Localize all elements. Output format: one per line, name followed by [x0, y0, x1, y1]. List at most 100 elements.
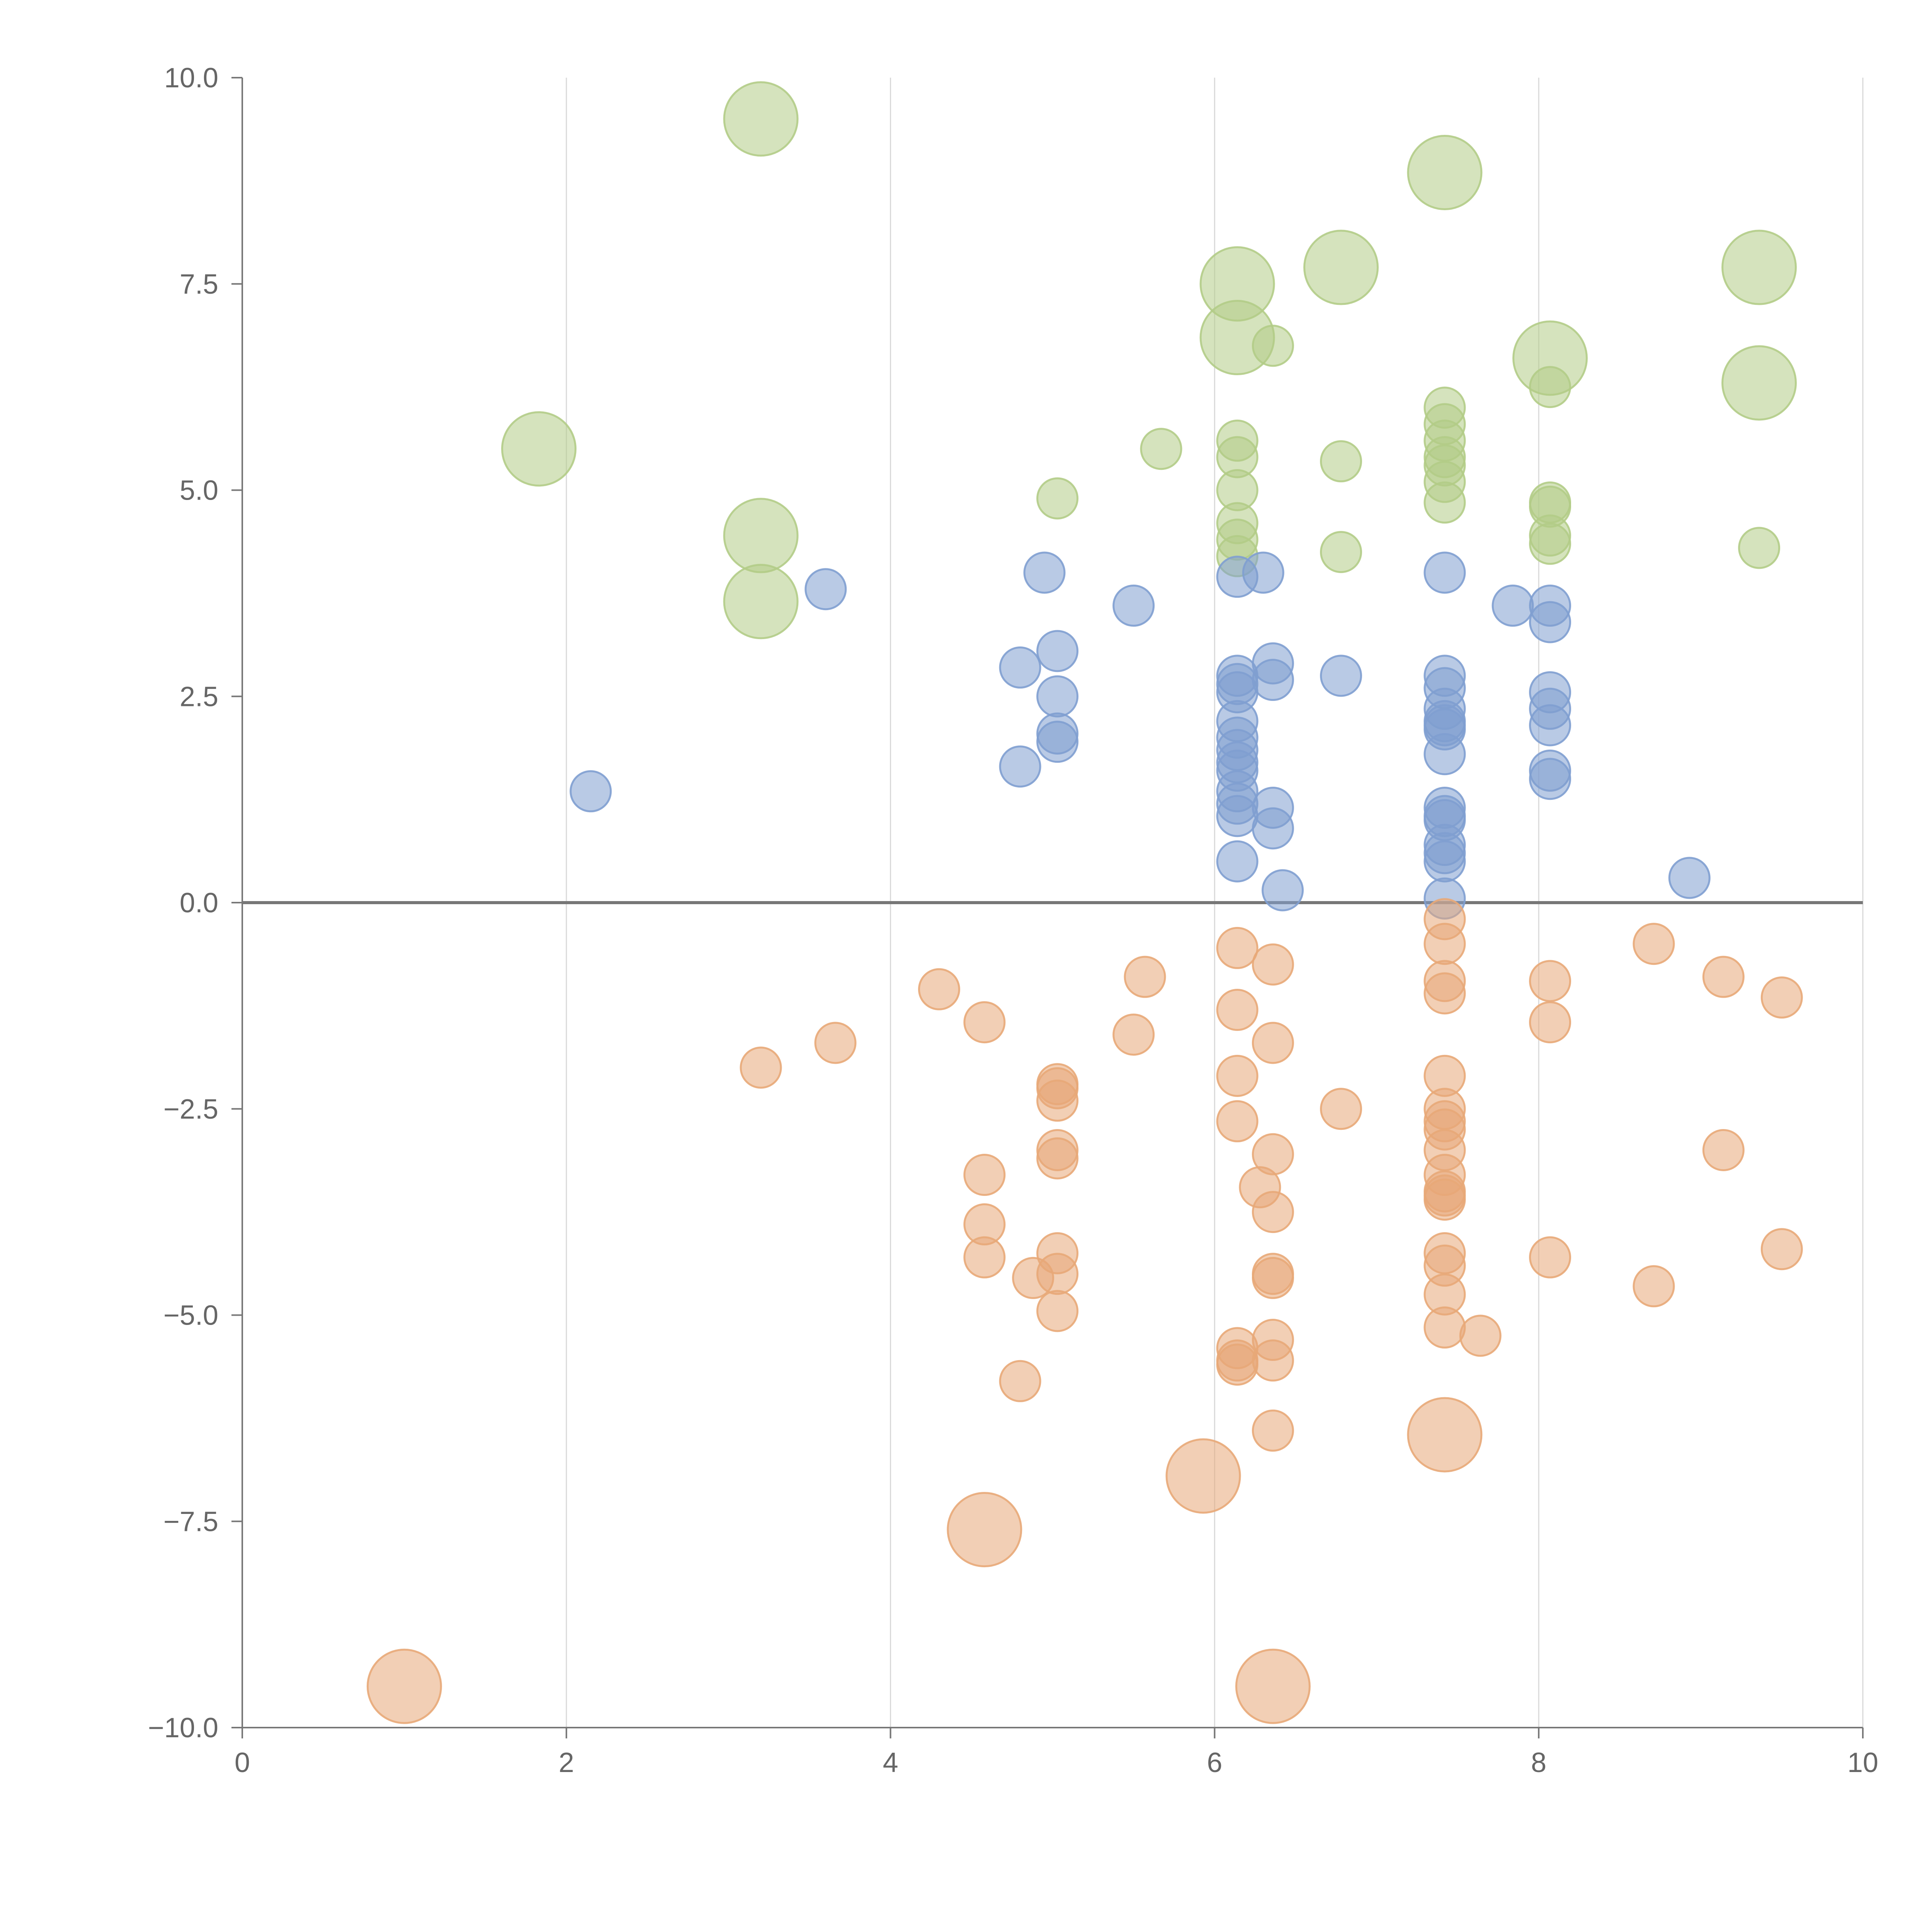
y-tick-label-8: 10.0 — [164, 63, 218, 94]
data-point-s2-17 — [1112, 1014, 1155, 1056]
data-point-s2-1 — [814, 1022, 857, 1064]
data-point-s0-34 — [723, 564, 799, 639]
data-point-s0-11 — [1140, 428, 1182, 470]
data-point-s2-13 — [1036, 1137, 1079, 1180]
data-point-s2-18 — [1124, 956, 1166, 998]
data-point-s2-35 — [1252, 1409, 1294, 1452]
data-point-s2-62 — [1760, 976, 1803, 1019]
data-point-s1-0 — [804, 568, 847, 611]
data-point-s1-47 — [1529, 601, 1571, 643]
data-point-s2-63 — [1760, 1228, 1803, 1270]
data-point-s1-45 — [1492, 584, 1534, 627]
y-tick-label-2: −5.0 — [163, 1300, 218, 1331]
data-point-s2-29 — [1252, 1133, 1294, 1175]
data-point-s0-25 — [1320, 440, 1362, 483]
data-point-s0-32 — [1738, 527, 1781, 569]
series-2 — [366, 898, 1803, 1724]
data-point-s2-68 — [1235, 1648, 1311, 1724]
tick-labels-layer: 0 2 4 6 8 10 −10.0 −7.5 −5.0 −2.5 0.0 2.5 5.0 7.5 10.0 — [148, 63, 1878, 1778]
data-point-s1-37 — [1423, 733, 1466, 776]
data-point-s1-8 — [1036, 721, 1079, 763]
data-point-s2-20 — [1216, 989, 1259, 1031]
data-point-s2-21 — [1216, 1054, 1259, 1097]
data-point-s0-8 — [1721, 345, 1797, 421]
data-point-s2-49 — [1423, 1179, 1466, 1221]
data-point-s2-58 — [1633, 923, 1675, 965]
y-tick-label-1: −7.5 — [163, 1506, 218, 1537]
data-point-s0-27 — [1320, 531, 1362, 573]
data-point-s1-52 — [1529, 758, 1571, 800]
data-point-s2-40 — [1423, 972, 1466, 1015]
data-point-s2-19 — [1216, 927, 1259, 969]
x-tick-label-5: 10 — [1847, 1747, 1878, 1778]
points-layer — [366, 81, 1803, 1724]
data-point-s1-11 — [1242, 551, 1284, 594]
data-point-s2-38 — [1423, 923, 1466, 965]
data-point-s1-4 — [999, 646, 1041, 689]
data-point-s0-33 — [723, 498, 799, 573]
data-point-s2-28 — [1252, 1022, 1294, 1064]
x-tick-label-3: 6 — [1207, 1747, 1222, 1778]
data-point-s2-15 — [1036, 1253, 1079, 1295]
data-point-s2-64 — [1407, 1397, 1483, 1473]
data-point-s2-6 — [963, 1236, 1006, 1279]
data-point-s2-0 — [740, 1046, 782, 1089]
data-point-s2-8 — [999, 1360, 1041, 1402]
data-point-s1-6 — [1036, 675, 1079, 718]
data-point-s0-9 — [1529, 366, 1571, 408]
x-tick-label-0: 0 — [235, 1747, 250, 1778]
data-point-s2-65 — [1165, 1438, 1241, 1514]
data-point-s1-27 — [1252, 807, 1294, 850]
data-point-s1-2 — [1023, 551, 1066, 594]
data-point-s2-66 — [947, 1492, 1022, 1568]
y-tick-label-0: −10.0 — [148, 1713, 218, 1743]
data-point-s0-10 — [501, 411, 577, 487]
data-point-s0-26 — [1036, 477, 1079, 520]
data-point-s1-43 — [1423, 840, 1466, 883]
data-point-s0-24 — [1423, 481, 1466, 524]
data-point-s2-57 — [1529, 1236, 1571, 1279]
data-point-s1-23 — [1216, 840, 1259, 883]
data-point-s1-1 — [570, 770, 612, 813]
y-tick-label-7: 7.5 — [180, 269, 218, 300]
data-point-s2-22 — [1216, 1100, 1259, 1143]
data-point-s2-4 — [963, 1154, 1006, 1196]
y-tick-label-5: 2.5 — [180, 681, 218, 712]
data-point-s0-4 — [1721, 230, 1797, 305]
x-tick-label-4: 8 — [1531, 1747, 1546, 1778]
data-point-s2-34 — [1252, 1339, 1294, 1382]
x-tick-label-2: 4 — [883, 1747, 898, 1778]
data-point-s2-25 — [1216, 1344, 1259, 1386]
data-point-s2-11 — [1036, 1079, 1079, 1122]
data-point-s1-53 — [1668, 857, 1711, 899]
data-point-s2-59 — [1633, 1265, 1675, 1308]
x-tick-label-1: 2 — [559, 1747, 574, 1778]
data-point-s2-60 — [1702, 956, 1745, 998]
data-point-s1-9 — [999, 745, 1041, 788]
y-tick-label-4: 0.0 — [180, 888, 218, 918]
data-point-s2-55 — [1529, 960, 1571, 1002]
y-tick-label-6: 5.0 — [180, 475, 218, 506]
data-point-s2-2 — [918, 968, 960, 1010]
data-point-s1-3 — [1112, 584, 1155, 627]
data-point-s2-3 — [963, 1001, 1006, 1044]
data-point-s2-36 — [1320, 1088, 1362, 1130]
data-point-s0-6 — [1252, 325, 1294, 367]
data-point-s1-22 — [1216, 795, 1259, 837]
data-point-s2-32 — [1252, 1257, 1294, 1299]
data-point-s2-16 — [1036, 1290, 1079, 1332]
y-tick-label-3: −2.5 — [163, 1094, 218, 1125]
data-point-s2-53 — [1423, 1306, 1466, 1349]
data-point-s1-25 — [1252, 659, 1294, 701]
data-point-s2-30 — [1252, 1191, 1294, 1233]
data-point-s2-54 — [1459, 1315, 1502, 1357]
data-point-s1-30 — [1423, 551, 1466, 594]
data-point-s2-61 — [1702, 1129, 1745, 1171]
data-point-s2-27 — [1252, 943, 1294, 986]
data-point-s0-3 — [1303, 230, 1379, 305]
data-point-s2-67 — [366, 1648, 442, 1724]
data-point-s1-5 — [1036, 630, 1079, 672]
data-point-s0-31 — [1529, 522, 1571, 565]
